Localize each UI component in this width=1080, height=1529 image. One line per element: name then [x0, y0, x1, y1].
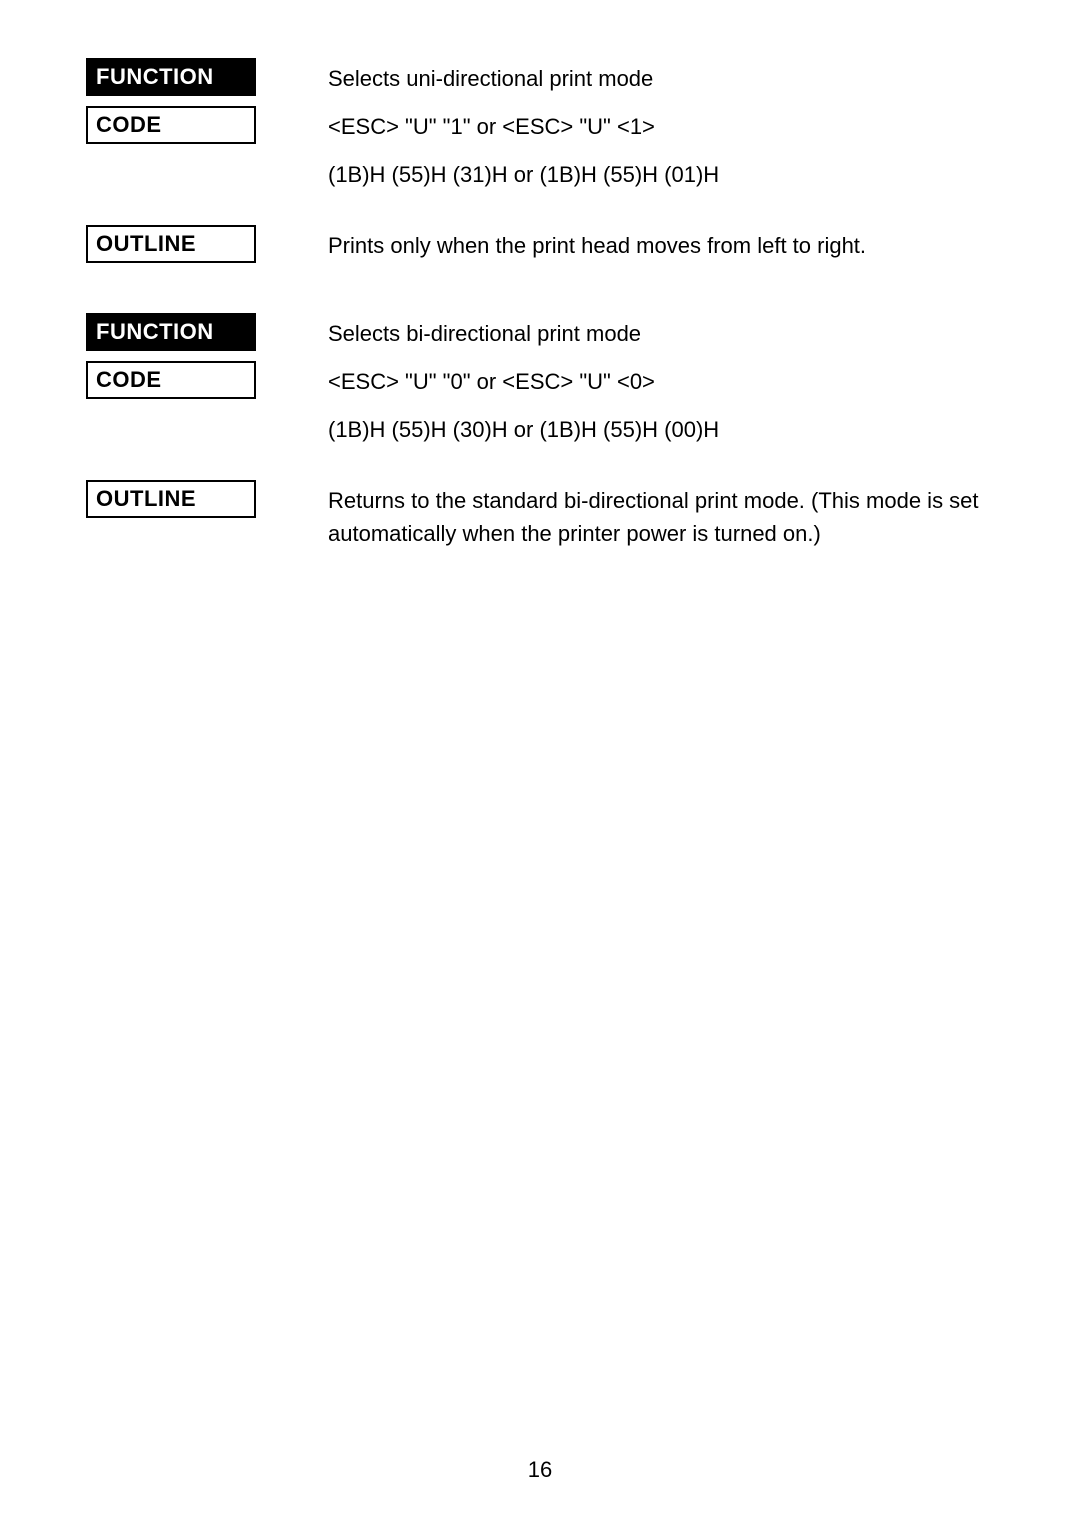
spacer	[86, 201, 994, 225]
command-section-2: FUNCTION Selects bi-directional print mo…	[86, 313, 994, 550]
outline-row: OUTLINE Returns to the standard bi-direc…	[86, 480, 994, 550]
empty-label	[86, 409, 256, 443]
code-row: CODE <ESC> "U" "1" or <ESC> "U" <1>	[86, 106, 994, 144]
code-ascii: <ESC> "U" "0" or <ESC> "U" <0>	[328, 361, 994, 398]
code-hex-row: (1B)H (55)H (30)H or (1B)H (55)H (00)H	[86, 409, 994, 446]
page-container: FUNCTION Selects uni-directional print m…	[0, 0, 1080, 1529]
spacer	[86, 456, 994, 480]
code-label: CODE	[86, 361, 256, 399]
code-ascii: <ESC> "U" "1" or <ESC> "U" <1>	[328, 106, 994, 143]
outline-row: OUTLINE Prints only when the print head …	[86, 225, 994, 263]
function-label: FUNCTION	[86, 58, 256, 96]
code-label: CODE	[86, 106, 256, 144]
code-hex: (1B)H (55)H (30)H or (1B)H (55)H (00)H	[328, 409, 994, 446]
function-label: FUNCTION	[86, 313, 256, 351]
code-hex-row: (1B)H (55)H (31)H or (1B)H (55)H (01)H	[86, 154, 994, 191]
outline-description: Returns to the standard bi-directional p…	[328, 480, 994, 550]
outline-label: OUTLINE	[86, 225, 256, 263]
code-row: CODE <ESC> "U" "0" or <ESC> "U" <0>	[86, 361, 994, 399]
page-number: 16	[0, 1457, 1080, 1483]
command-section-1: FUNCTION Selects uni-directional print m…	[86, 58, 994, 263]
function-row: FUNCTION Selects bi-directional print mo…	[86, 313, 994, 351]
code-hex: (1B)H (55)H (31)H or (1B)H (55)H (01)H	[328, 154, 994, 191]
function-description: Selects bi-directional print mode	[328, 313, 994, 350]
outline-label: OUTLINE	[86, 480, 256, 518]
outline-description: Prints only when the print head moves fr…	[328, 225, 994, 262]
empty-label	[86, 154, 256, 188]
function-row: FUNCTION Selects uni-directional print m…	[86, 58, 994, 96]
function-description: Selects uni-directional print mode	[328, 58, 994, 95]
